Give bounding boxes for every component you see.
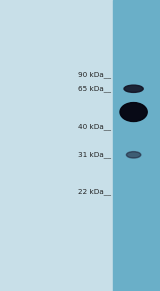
Text: 40 kDa__: 40 kDa__: [78, 123, 111, 130]
Ellipse shape: [124, 85, 143, 93]
Text: 90 kDa__: 90 kDa__: [78, 71, 111, 78]
Ellipse shape: [126, 152, 141, 158]
Text: 22 kDa__: 22 kDa__: [78, 189, 111, 196]
Text: 31 kDa__: 31 kDa__: [78, 151, 111, 158]
Ellipse shape: [120, 102, 147, 122]
Bar: [113, 0, 160, 291]
Text: 65 kDa__: 65 kDa__: [78, 85, 111, 92]
